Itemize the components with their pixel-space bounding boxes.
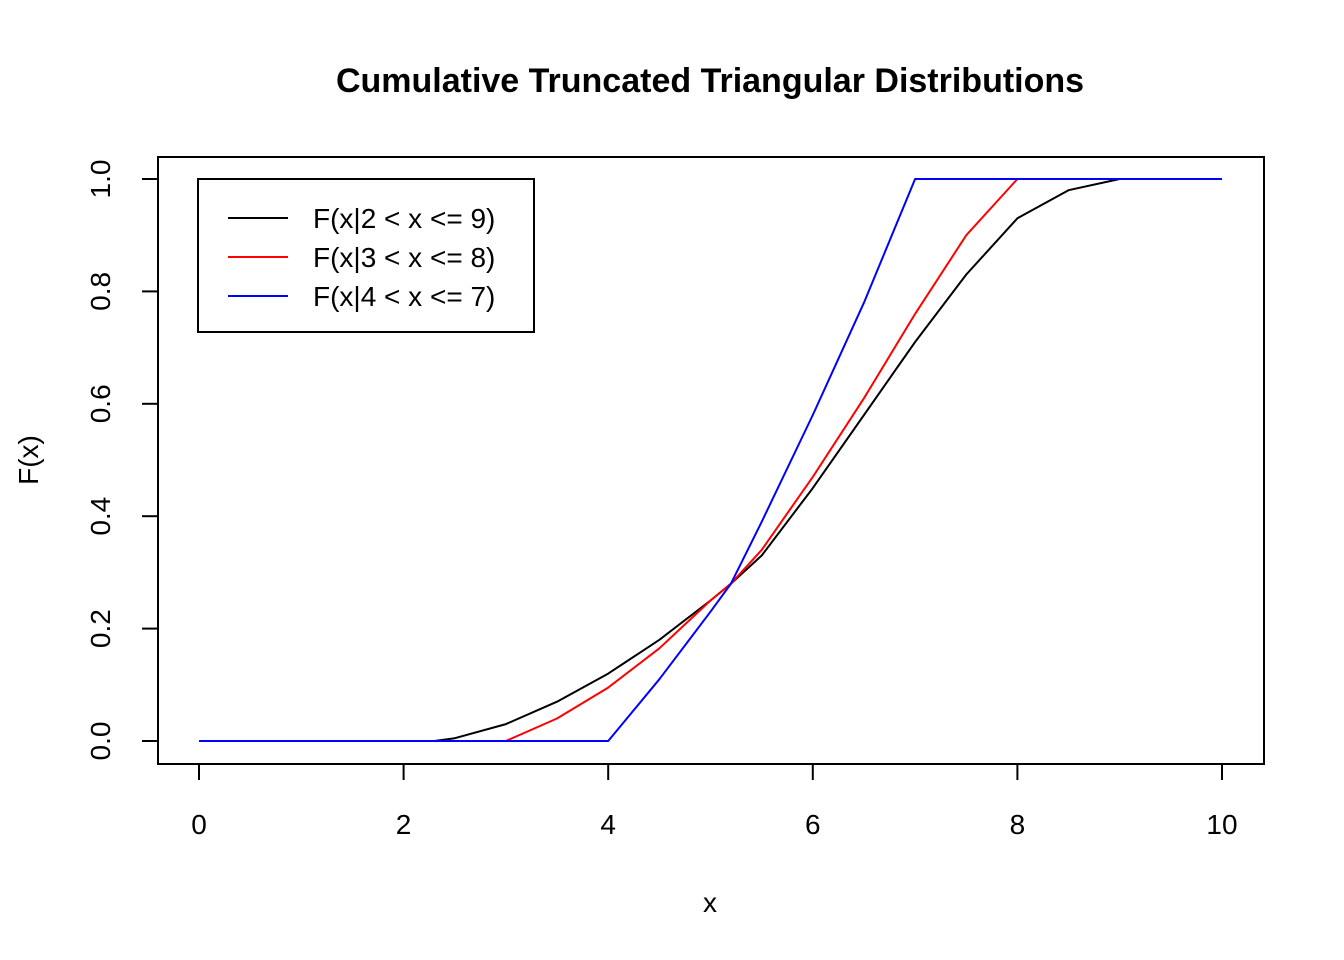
chart-title: Cumulative Truncated Triangular Distribu…: [336, 62, 1084, 100]
x-tick-label: 2: [396, 809, 412, 840]
legend-label-3: F(x|4 < x <= 7): [313, 281, 495, 312]
y-axis: 0.0 0.2 0.4 0.6 0.8 1.0: [85, 160, 159, 761]
y-tick-label: 0.0: [85, 722, 116, 761]
legend: F(x|2 < x <= 9) F(x|3 < x <= 8) F(x|4 < x …: [197, 178, 535, 333]
x-tick-label: 0: [191, 809, 207, 840]
y-tick-label: 1.0: [85, 160, 116, 199]
x-tick-label: 10: [1206, 809, 1237, 840]
y-tick-label: 0.8: [85, 272, 116, 311]
series-line-1: [199, 178, 1222, 742]
series-line-3: [199, 178, 1222, 742]
legend-items: F(x|2 < x <= 9) F(x|3 < x <= 8) F(x|4 < x …: [228, 203, 495, 312]
y-axis-label: F(x): [13, 435, 44, 485]
series-line-2: [199, 178, 1222, 742]
x-axis-label: x: [703, 887, 717, 918]
y-tick-label: 0.6: [85, 384, 116, 423]
legend-box: [197, 178, 535, 333]
legend-label-1: F(x|2 < x <= 9): [313, 203, 495, 234]
x-axis: 0 2 4 6 8 10: [191, 763, 1238, 840]
x-tick-label: 6: [805, 809, 821, 840]
y-tick-label: 0.2: [85, 609, 116, 648]
x-tick-label: 4: [600, 809, 616, 840]
x-tick-label: 8: [1010, 809, 1026, 840]
legend-label-2: F(x|3 < x <= 8): [313, 242, 495, 273]
series-layer: [199, 178, 1222, 742]
y-tick-label: 0.4: [85, 497, 116, 536]
